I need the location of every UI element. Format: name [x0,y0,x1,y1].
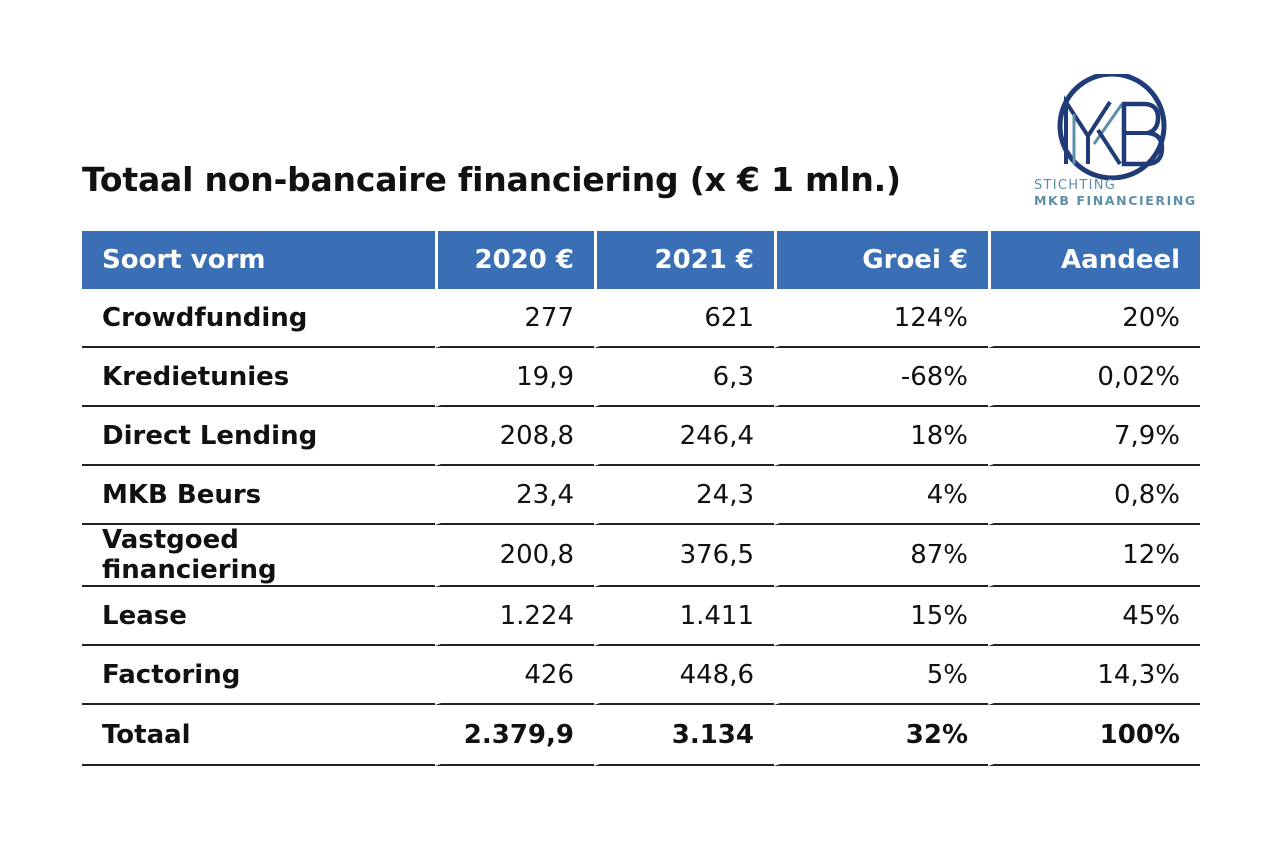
mkb-logo-icon [1057,74,1167,180]
table-cell: 277 [435,289,594,348]
mkb-logo: STICHTING MKB FINANCIERING [1032,74,1202,214]
logo-subtitle-2: MKB FINANCIERING [1034,193,1197,208]
table-cell: 19,9 [435,348,594,407]
table-row: Factoring 426 448,6 5% 14,3% [82,646,1200,705]
total-cell: 32% [774,705,988,766]
table-cell: 87% [774,525,988,587]
table-row: Lease 1.224 1.411 15% 45% [82,587,1200,646]
column-header: Groei € [774,231,988,289]
table-cell: Vastgoed financiering [82,525,435,587]
page-title: Totaal non-bancaire financiering (x € 1 … [82,160,901,199]
table-cell: 376,5 [594,525,774,587]
table-cell: 7,9% [988,407,1200,466]
table-row: MKB Beurs 23,4 24,3 4% 0,8% [82,466,1200,525]
total-row: Totaal 2.379,9 3.134 32% 100% [82,705,1200,766]
table-cell: Crowdfunding [82,289,435,348]
table-cell: 5% [774,646,988,705]
column-header: 2020 € [435,231,594,289]
table-header-row: Soort vorm 2020 € 2021 € Groei € Aandeel [82,231,1200,289]
logo-subtitle-1: STICHTING [1034,178,1117,193]
table-row: Crowdfunding 277 621 124% 20% [82,289,1200,348]
table-cell: 18% [774,407,988,466]
column-header: Aandeel [988,231,1200,289]
table-cell: 14,3% [988,646,1200,705]
table-cell: 448,6 [594,646,774,705]
table-cell: 4% [774,466,988,525]
table-cell: MKB Beurs [82,466,435,525]
table-cell: 208,8 [435,407,594,466]
financing-table: Soort vorm 2020 € 2021 € Groei € Aandeel… [82,231,1200,766]
table-cell: 200,8 [435,525,594,587]
table-row: Direct Lending 208,8 246,4 18% 7,9% [82,407,1200,466]
table-cell: 0,8% [988,466,1200,525]
column-header: Soort vorm [82,231,435,289]
table-cell: 1.224 [435,587,594,646]
table-cell: 0,02% [988,348,1200,407]
total-cell: Totaal [82,705,435,766]
table-cell: 246,4 [594,407,774,466]
column-header: 2021 € [594,231,774,289]
table-cell: -68% [774,348,988,407]
table-cell: Kredietunies [82,348,435,407]
table-cell: Factoring [82,646,435,705]
table-cell: 23,4 [435,466,594,525]
table-cell: 426 [435,646,594,705]
table-cell: 15% [774,587,988,646]
table-cell: 20% [988,289,1200,348]
table-cell: 45% [988,587,1200,646]
table-cell: 124% [774,289,988,348]
table-cell: Lease [82,587,435,646]
table-cell: 1.411 [594,587,774,646]
table-cell: 621 [594,289,774,348]
table-row: Kredietunies 19,9 6,3 -68% 0,02% [82,348,1200,407]
total-cell: 3.134 [594,705,774,766]
table-cell: 12% [988,525,1200,587]
total-cell: 2.379,9 [435,705,594,766]
table-row: Vastgoed financiering 200,8 376,5 87% 12… [82,525,1200,587]
table-cell: Direct Lending [82,407,435,466]
total-cell: 100% [988,705,1200,766]
table-cell: 6,3 [594,348,774,407]
table-cell: 24,3 [594,466,774,525]
